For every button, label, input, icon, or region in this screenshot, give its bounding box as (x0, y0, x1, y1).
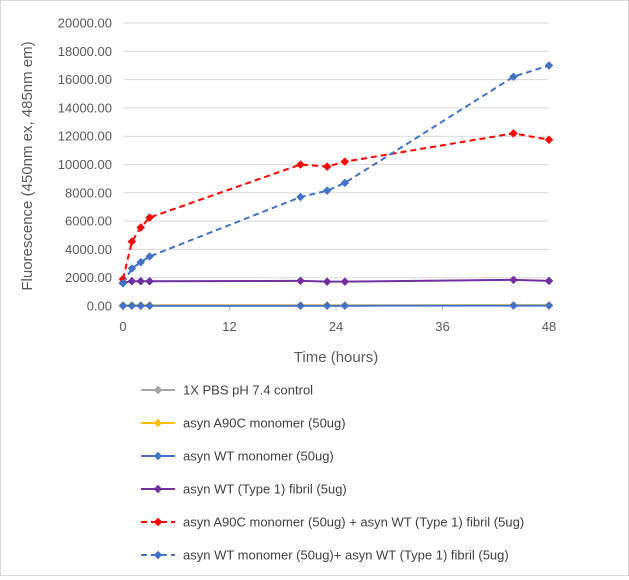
data-point (323, 302, 331, 310)
data-point (297, 161, 305, 169)
y-tick-label: 18000.00 (58, 44, 112, 59)
y-tick-label: 4000.00 (65, 242, 112, 257)
data-point (137, 302, 145, 310)
legend-entry: asyn A90C monomer (50ug) + asyn WT (Type… (141, 515, 524, 530)
legend-label: asyn WT monomer (50ug)+ asyn WT (Type 1)… (183, 548, 509, 563)
legend-swatch-marker (154, 452, 162, 460)
x-axis-title: Time (hours) (294, 349, 378, 366)
legend-swatch-marker (154, 419, 162, 427)
legend-entry: asyn WT monomer (50ug) (141, 449, 334, 464)
legend-label: asyn WT monomer (50ug) (183, 449, 334, 464)
x-tick-label: 36 (435, 319, 449, 334)
y-axis-title: Fluorescence (450nm ex, 485nm em) (19, 41, 36, 290)
series-line (123, 280, 549, 283)
data-point (297, 193, 305, 201)
legend-entry: asyn WT monomer (50ug)+ asyn WT (Type 1)… (141, 548, 509, 563)
y-tick-label: 8000.00 (65, 185, 112, 200)
series-5 (119, 129, 553, 283)
axes: Fluorescence (450nm ex, 485nm em) Time (… (19, 16, 556, 367)
y-tick-label: 14000.00 (58, 100, 112, 115)
data-point (323, 163, 331, 171)
data-point (128, 277, 136, 285)
data-point (545, 61, 553, 69)
data-point (510, 276, 518, 284)
series-6 (119, 61, 553, 287)
data-point (545, 136, 553, 144)
legend: 1X PBS pH 7.4 control asyn A90C monomer (… (141, 383, 524, 563)
data-point (146, 302, 154, 310)
y-tick-label: 20000.00 (58, 16, 112, 31)
legend-label: 1X PBS pH 7.4 control (183, 383, 313, 398)
legend-label: asyn A90C monomer (50ug) + asyn WT (Type… (183, 515, 524, 530)
legend-swatch-marker (154, 518, 162, 526)
legend-label: asyn A90C monomer (50ug) (183, 416, 346, 431)
data-point (146, 277, 154, 285)
data-point (137, 277, 145, 285)
x-tick-label: 12 (222, 319, 236, 334)
legend-swatch-marker (154, 386, 162, 394)
data-point (510, 302, 518, 310)
y-tick-label: 16000.00 (58, 72, 112, 87)
legend-swatch-marker (154, 485, 162, 493)
data-point (323, 278, 331, 286)
series-line (123, 133, 549, 279)
x-tick-label: 48 (542, 319, 556, 334)
y-tick-label: 6000.00 (65, 214, 112, 229)
legend-entry: 1X PBS pH 7.4 control (141, 383, 313, 398)
data-point (128, 302, 136, 310)
legend-entry: asyn A90C monomer (50ug) (141, 416, 346, 431)
x-tick-label: 0 (119, 319, 126, 334)
legend-swatch-marker (154, 551, 162, 559)
y-tick-label: 0.00 (87, 299, 112, 314)
data-point (297, 302, 305, 310)
y-tick-label: 10000.00 (58, 157, 112, 172)
data-point (341, 278, 349, 286)
legend-entry: asyn WT (Type 1) fibril (5ug) (141, 482, 347, 497)
data-point (545, 302, 553, 310)
data-point (341, 302, 349, 310)
data-point (323, 187, 331, 195)
x-tick-label: 24 (329, 319, 343, 334)
series-lines (119, 61, 553, 309)
y-tick-label: 12000.00 (58, 129, 112, 144)
series-line (123, 65, 549, 283)
y-tick-label: 2000.00 (65, 270, 112, 285)
data-point (119, 302, 127, 310)
legend-label: asyn WT (Type 1) fibril (5ug) (183, 482, 347, 497)
